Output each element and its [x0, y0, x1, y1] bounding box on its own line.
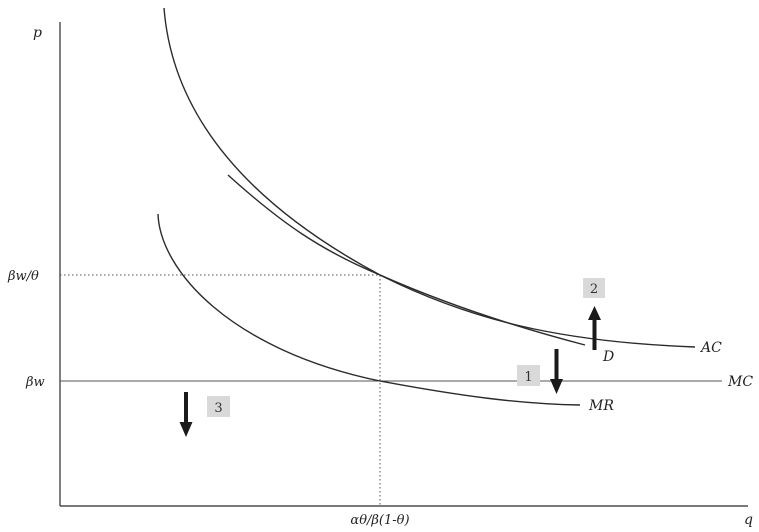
y-tick-upper: βw/θ — [7, 269, 39, 284]
mc-label: MC — [727, 374, 753, 390]
ac-label: AC — [699, 340, 722, 356]
badge-3-label: 3 — [214, 401, 222, 416]
x-tick-mid: αθ/β(1-θ) — [350, 513, 409, 528]
badge-3-box — [207, 396, 230, 417]
mr-label: MR — [588, 398, 614, 414]
y-axis-label: p — [33, 25, 42, 41]
y-tick-lower: βw — [25, 375, 45, 390]
d-label: D — [602, 349, 614, 365]
x-axis-label: q — [744, 512, 753, 528]
d-curve — [227, 174, 586, 346]
badge-2-label: 2 — [590, 282, 598, 297]
badge-1-box — [517, 365, 540, 386]
badge-2-box — [583, 278, 605, 298]
arrow-up-icon — [588, 306, 601, 350]
arrow-down-icon — [179, 392, 193, 437]
badge-1-label: 1 — [524, 370, 532, 385]
arrow-down-icon — [550, 349, 563, 394]
mr-curve — [157, 213, 581, 406]
